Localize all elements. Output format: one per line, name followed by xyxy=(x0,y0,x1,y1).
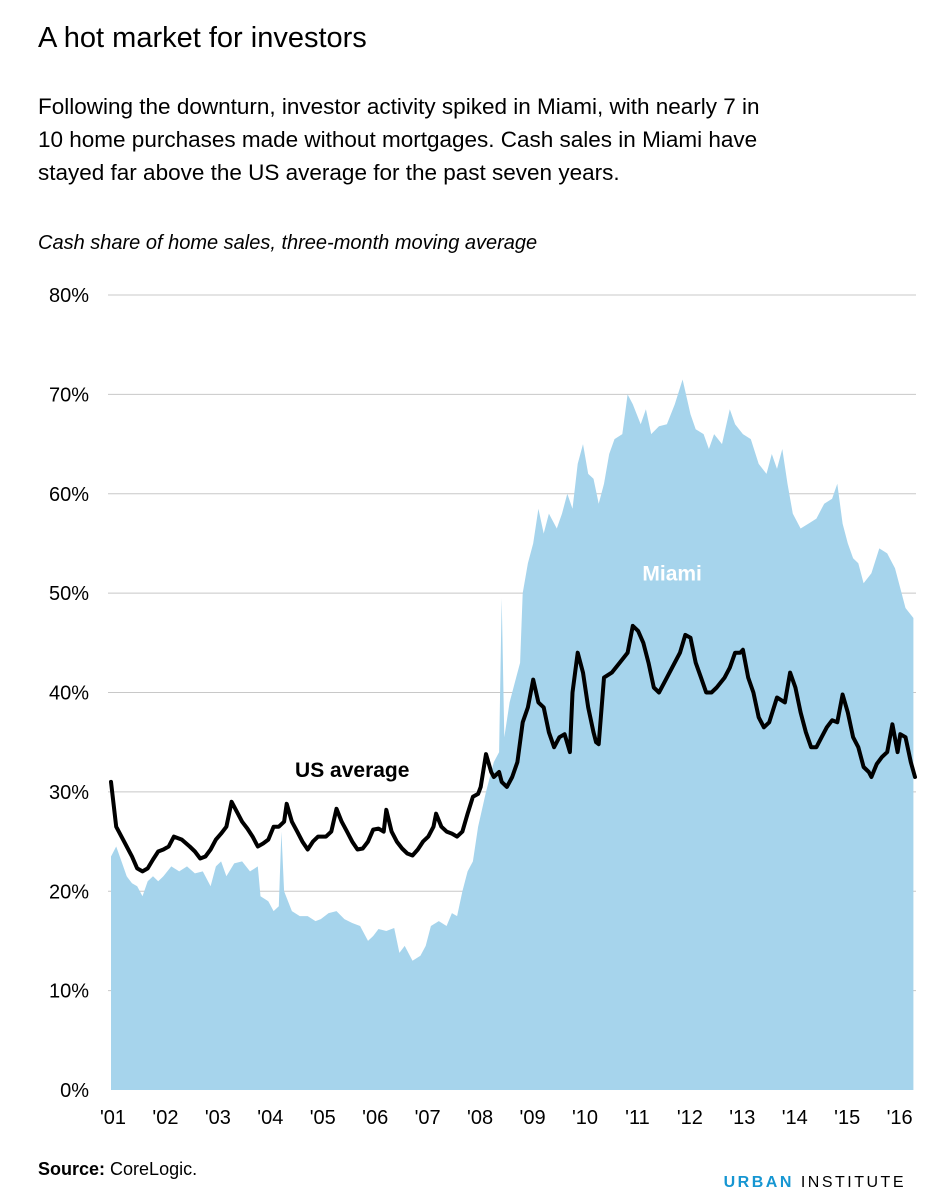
chart-area: 0%10%20%30%40%50%60%70%80% '01'02'03'04 '… xyxy=(49,285,917,1129)
brand-part2: INSTITUTE xyxy=(800,1174,906,1191)
y-tick-label: 40% xyxy=(49,683,89,705)
x-tick-label: '16 xyxy=(887,1107,913,1129)
x-tick-label: '07 xyxy=(415,1107,441,1129)
y-tick-label: 50% xyxy=(49,583,89,605)
x-tick-label: '10 xyxy=(572,1107,598,1129)
y-tick-labels: 0% 10% 20% 30% 40% 50% 60% 70% 80% xyxy=(49,285,89,1102)
subtitle-line-3: stayed far above the US average for the … xyxy=(38,160,620,185)
y-tick-label: 0% xyxy=(60,1080,89,1102)
miami-series-label: Miami xyxy=(642,562,702,585)
x-tick-label: '15 xyxy=(834,1107,860,1129)
source-label: Source: xyxy=(38,1159,106,1179)
x-tick-labels: '01 '02 '03 '04 '05 '06 '07 '08 '09 '10 '11 '12 '13 '… xyxy=(100,1107,913,1129)
x-tick-label: '03 xyxy=(205,1107,231,1129)
subtitle-line-2: 10 home purchases made without mortgages… xyxy=(38,127,758,152)
x-tick-label: '02 xyxy=(152,1107,178,1129)
x-tick-label: '04 xyxy=(257,1107,283,1129)
y-tick-label: 80% xyxy=(49,285,89,307)
x-tick-label: '14 xyxy=(782,1107,808,1129)
miami-area xyxy=(111,379,914,1090)
brand-part1: URBAN xyxy=(723,1174,794,1191)
y-tick-label: 30% xyxy=(49,782,89,804)
y-axis-caption: Cash share of home sales, three-month mo… xyxy=(38,232,538,254)
x-tick-label: '06 xyxy=(362,1107,388,1129)
us-line-layer xyxy=(109,623,917,874)
x-tick-label: '13 xyxy=(729,1107,755,1129)
us-average-line xyxy=(109,623,917,874)
x-tick-label: '11 xyxy=(625,1107,650,1129)
us-series-label: US average xyxy=(295,759,409,782)
chart-subtitle: Following the downturn, investor activit… xyxy=(38,90,918,189)
x-tick-label: '12 xyxy=(677,1107,703,1129)
series-labels: Miami US average xyxy=(295,562,702,782)
subtitle-line-1: Following the downturn, investor activit… xyxy=(38,94,760,119)
source-note: Source: CoreLogic. xyxy=(38,1159,197,1180)
brand-logo: URBAN INSTITUTE xyxy=(724,1174,906,1192)
x-tick-label: '08 xyxy=(467,1107,493,1129)
y-tick-label: 60% xyxy=(49,484,89,506)
y-tick-label: 70% xyxy=(49,384,89,406)
y-tick-label: 20% xyxy=(49,881,89,903)
source-text: CoreLogic. xyxy=(110,1159,198,1179)
miami-area-layer xyxy=(111,379,914,1090)
y-tick-label: 10% xyxy=(49,981,89,1003)
x-tick-label: '05 xyxy=(310,1107,336,1129)
chart-title: A hot market for investors xyxy=(38,22,367,54)
x-tick-label: '09 xyxy=(520,1107,546,1129)
x-tick-label: '01 xyxy=(100,1107,126,1129)
